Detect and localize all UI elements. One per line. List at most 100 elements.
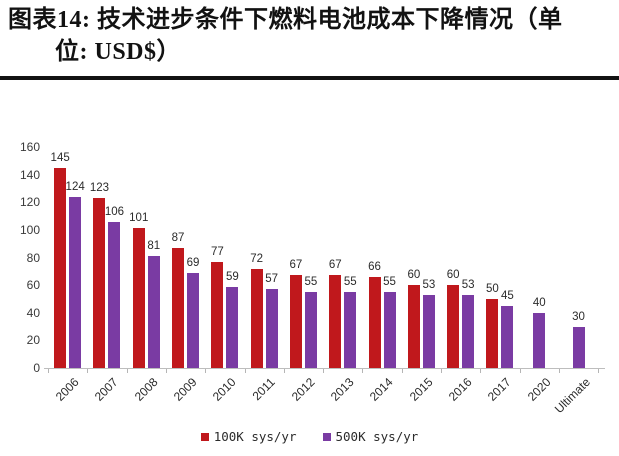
- x-axis-tick: [283, 369, 285, 373]
- figure-title-line1: 图表14: 技术进步条件下燃料电池成本下降情况（单: [8, 7, 563, 33]
- y-axis-tick-label: 100: [19, 222, 40, 237]
- x-axis-tick: [558, 369, 560, 373]
- x-axis-tick: [48, 369, 49, 373]
- bar-value-label: 60: [407, 269, 421, 282]
- bar-100k-sys-yr: [289, 275, 302, 368]
- x-axis-tick-label: 2020: [524, 375, 554, 404]
- x-axis-tick-label: 2010: [209, 375, 239, 404]
- bar-500k-sys-yr: [533, 312, 546, 368]
- bar-value-label: 87: [171, 231, 185, 244]
- x-axis-tick: [401, 369, 403, 373]
- bar-500k-sys-yr: [462, 294, 475, 368]
- bar-500k-sys-yr: [383, 292, 396, 368]
- bar-500k-sys-yr: [265, 289, 278, 368]
- bar-value-label: 145: [50, 151, 70, 164]
- bar-value-label: 123: [89, 182, 110, 195]
- bar-value-label: 55: [383, 276, 396, 289]
- y-axis-tick-label: 40: [26, 305, 40, 320]
- x-axis-tick: [480, 369, 482, 373]
- bar-value-label: 53: [422, 278, 436, 291]
- x-axis-tick-label: 2009: [170, 375, 200, 404]
- bar-100k-sys-yr: [54, 167, 67, 368]
- legend-swatch: [322, 432, 331, 441]
- x-axis-tick-label: 2008: [131, 375, 161, 404]
- bar-100k-sys-yr: [329, 275, 342, 368]
- legend-item: 500K sys/yr: [322, 429, 419, 444]
- bar-value-label: 69: [186, 256, 200, 269]
- bar-500k-sys-yr: [501, 305, 514, 368]
- bar-500k-sys-yr: [572, 326, 585, 368]
- x-axis-tick: [441, 369, 442, 373]
- bar-value-label: 45: [501, 289, 514, 302]
- y-axis-tick-label: 120: [19, 195, 40, 210]
- x-axis-tick-label: 2011: [249, 375, 279, 404]
- bar-value-label: 67: [289, 259, 303, 272]
- legend-label: 100K sys/yr: [213, 429, 297, 444]
- bar-500k-sys-yr: [226, 286, 239, 368]
- x-axis-tick-label: 2013: [327, 375, 357, 404]
- bar-value-label: 55: [343, 276, 357, 289]
- x-axis-tick: [519, 369, 521, 373]
- bar-500k-sys-yr: [422, 294, 435, 368]
- bar-value-label: 81: [147, 240, 161, 253]
- x-axis-tick-label: 2006: [52, 375, 82, 404]
- legend: 100K sys/yr 500K sys/yr: [0, 429, 619, 444]
- bar-value-label: 55: [304, 276, 318, 289]
- bar-value-label: 66: [368, 260, 381, 273]
- y-axis-tick-label: 60: [26, 278, 40, 293]
- bar-100k-sys-yr: [211, 261, 224, 368]
- bar-100k-sys-yr: [486, 298, 499, 368]
- x-axis-tick: [205, 369, 207, 373]
- x-axis-tick: [165, 369, 167, 373]
- legend-label: 500K sys/yr: [335, 429, 419, 444]
- bar-100k-sys-yr: [368, 276, 381, 368]
- x-axis-tick-label: 2017: [485, 375, 514, 404]
- bar-value-label: 53: [461, 278, 475, 291]
- bar-value-label: 50: [486, 282, 499, 295]
- figure-title: 图表14: 技术进步条件下燃料电池成本下降情况（单 位: USD$）: [8, 4, 612, 68]
- x-axis-tick-label: 2016: [445, 375, 475, 404]
- bar-100k-sys-yr: [407, 285, 420, 368]
- bar-100k-sys-yr: [93, 198, 106, 368]
- bar-100k-sys-yr: [172, 247, 185, 368]
- bar-500k-sys-yr: [344, 292, 357, 368]
- figure-title-line2: 位: USD$）: [55, 39, 182, 65]
- x-axis-tick-label: Ultimate: [551, 375, 593, 417]
- bar-500k-sys-yr: [304, 292, 317, 368]
- y-axis-tick-label: 80: [26, 250, 40, 265]
- bar-value-label: 77: [210, 245, 224, 258]
- bar-500k-sys-yr: [187, 272, 200, 368]
- x-axis-tick-label: 2014: [367, 375, 396, 404]
- bar-100k-sys-yr: [250, 268, 263, 368]
- x-axis-tick: [323, 369, 325, 373]
- bar-value-label: 67: [328, 259, 342, 272]
- x-axis-line: [44, 368, 605, 369]
- bar-value-label: 40: [532, 296, 546, 309]
- title-divider: [0, 76, 619, 80]
- x-axis-tick: [362, 369, 364, 373]
- bar-value-label: 106: [104, 205, 125, 218]
- x-axis-tick: [244, 369, 246, 373]
- x-axis-tick-label: 2007: [92, 375, 121, 404]
- y-axis-tick-label: 160: [19, 140, 40, 154]
- bar-value-label: 60: [446, 269, 460, 282]
- bar-value-label: 101: [129, 212, 149, 225]
- bar-500k-sys-yr: [108, 221, 121, 368]
- bar-100k-sys-yr: [447, 285, 460, 368]
- x-axis-tick: [87, 369, 89, 373]
- bar-value-label: 57: [265, 273, 279, 286]
- x-axis-tick: [598, 369, 600, 373]
- bar-500k-sys-yr: [147, 256, 160, 368]
- bar-500k-sys-yr: [69, 196, 82, 368]
- x-axis-tick-label: 2015: [406, 375, 436, 404]
- bar-value-label: 72: [250, 252, 264, 265]
- legend-item: 100K sys/yr: [200, 429, 297, 444]
- y-axis-tick-label: 20: [26, 333, 40, 348]
- bar-100k-sys-yr: [132, 228, 145, 368]
- y-axis-tick-label: 140: [19, 167, 40, 182]
- bar-value-label: 124: [65, 180, 85, 193]
- x-axis-tick: [126, 369, 128, 373]
- x-axis-tick-label: 2012: [288, 375, 318, 404]
